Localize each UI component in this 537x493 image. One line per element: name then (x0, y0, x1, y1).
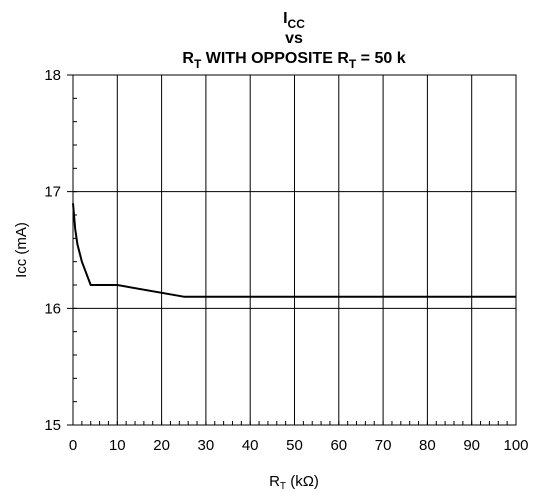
x-tick-labels: 0 10 20 30 40 50 60 70 80 90 100 (69, 437, 529, 454)
chart-title-line1: ICC (283, 10, 305, 31)
y-axis-label: Icc (mA) (13, 222, 30, 278)
x-tick-label: 40 (242, 437, 259, 454)
title-icc-sub: CC (288, 17, 306, 31)
x-tick-label: 60 (330, 437, 347, 454)
y-tick-label: 15 (44, 417, 61, 434)
y-tick-label: 17 (44, 184, 61, 201)
plot-frame (72, 74, 517, 426)
series-layer (72, 203, 516, 298)
series-line-0 (72, 203, 516, 298)
chart-title-line3: RT WITH OPPOSITE RT = 50 k (182, 50, 405, 71)
y-tick-labels: 15 16 17 18 (44, 67, 61, 434)
x-tick-label: 30 (198, 437, 215, 454)
x-tick-label: 70 (375, 437, 392, 454)
title-middle: WITH OPPOSITE R (201, 50, 349, 67)
horizontal-gridlines (67, 74, 516, 426)
x-tick-label: 100 (503, 437, 528, 454)
xlabel-unit: (kΩ) (286, 473, 319, 490)
x-tick-label: 0 (69, 437, 77, 454)
xlabel-r: R (269, 473, 280, 490)
title-rt-main: R (182, 50, 194, 67)
vertical-gridlines (72, 75, 517, 425)
x-tick-label: 50 (286, 437, 303, 454)
xlabel-t-sub: T (280, 481, 286, 492)
x-tick-label: 10 (109, 437, 126, 454)
axis-ticks (72, 74, 517, 426)
title-icc-main: I (283, 10, 287, 27)
y-tick-label: 18 (44, 67, 61, 84)
y-tick-label: 16 (44, 300, 61, 317)
title-end: = 50 k (356, 50, 405, 67)
x-axis-label: RT (kΩ) (269, 473, 319, 492)
title-rt-sub: T (194, 57, 202, 71)
x-tick-label: 90 (463, 437, 480, 454)
title-rt2-sub: T (349, 57, 357, 71)
x-tick-label: 20 (153, 437, 170, 454)
chart-title-line2: vs (285, 30, 303, 47)
x-tick-label: 80 (419, 437, 436, 454)
